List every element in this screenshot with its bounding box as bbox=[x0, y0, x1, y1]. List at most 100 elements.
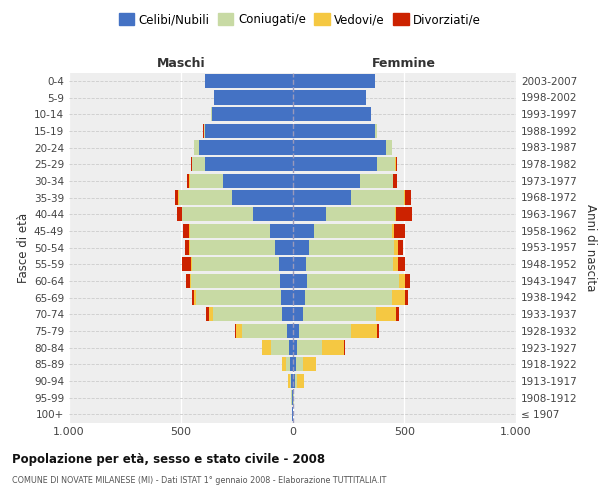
Bar bbox=[386, 140, 392, 154]
Bar bbox=[214, 90, 293, 104]
Bar bbox=[280, 274, 293, 288]
Bar bbox=[191, 257, 192, 271]
Bar bbox=[283, 357, 286, 371]
Bar bbox=[293, 157, 377, 171]
Bar bbox=[307, 274, 398, 288]
Bar bbox=[392, 290, 406, 304]
Bar bbox=[290, 374, 292, 388]
Bar bbox=[377, 157, 395, 171]
Bar bbox=[326, 207, 395, 221]
Bar bbox=[293, 324, 299, 338]
Bar bbox=[213, 307, 283, 322]
Text: Maschi: Maschi bbox=[157, 57, 205, 70]
Bar bbox=[376, 307, 397, 322]
Bar bbox=[406, 274, 410, 288]
Bar bbox=[191, 157, 192, 171]
Bar bbox=[293, 74, 375, 88]
Bar bbox=[293, 224, 314, 238]
Bar bbox=[293, 340, 297, 354]
Bar bbox=[187, 174, 190, 188]
Bar bbox=[306, 257, 393, 271]
Bar bbox=[393, 174, 397, 188]
Bar bbox=[192, 290, 194, 304]
Bar bbox=[223, 174, 293, 188]
Bar bbox=[262, 340, 271, 354]
Bar bbox=[293, 90, 366, 104]
Bar bbox=[190, 240, 275, 254]
Bar bbox=[302, 357, 316, 371]
Bar bbox=[398, 240, 403, 254]
Bar bbox=[404, 190, 412, 204]
Bar bbox=[392, 224, 394, 238]
Bar bbox=[175, 190, 178, 204]
Bar bbox=[398, 257, 406, 271]
Bar bbox=[194, 140, 199, 154]
Bar bbox=[190, 174, 223, 188]
Bar bbox=[394, 240, 398, 254]
Text: Femmine: Femmine bbox=[372, 57, 436, 70]
Bar bbox=[209, 307, 213, 322]
Bar bbox=[395, 207, 397, 221]
Bar bbox=[287, 324, 293, 338]
Legend: Celibi/Nubili, Coniugati/e, Vedovi/e, Divorziati/e: Celibi/Nubili, Coniugati/e, Vedovi/e, Di… bbox=[114, 8, 486, 31]
Bar bbox=[212, 107, 293, 121]
Bar bbox=[283, 307, 293, 322]
Bar bbox=[293, 357, 296, 371]
Bar bbox=[211, 107, 212, 121]
Bar bbox=[235, 324, 236, 338]
Bar bbox=[185, 240, 189, 254]
Bar bbox=[270, 224, 293, 238]
Bar bbox=[199, 140, 293, 154]
Bar bbox=[271, 340, 289, 354]
Bar bbox=[293, 390, 294, 404]
Bar bbox=[192, 157, 205, 171]
Bar bbox=[236, 324, 242, 338]
Bar bbox=[293, 290, 305, 304]
Bar bbox=[182, 207, 253, 221]
Bar bbox=[203, 124, 205, 138]
Bar bbox=[350, 324, 377, 338]
Bar bbox=[293, 107, 371, 121]
Bar bbox=[190, 224, 270, 238]
Bar bbox=[191, 274, 280, 288]
Bar bbox=[293, 174, 359, 188]
Bar bbox=[205, 124, 293, 138]
Bar bbox=[293, 140, 386, 154]
Bar bbox=[292, 390, 293, 404]
Bar bbox=[289, 340, 293, 354]
Y-axis label: Anni di nascita: Anni di nascita bbox=[584, 204, 597, 291]
Bar bbox=[293, 124, 375, 138]
Bar bbox=[397, 207, 412, 221]
Bar bbox=[293, 190, 350, 204]
Bar bbox=[232, 190, 293, 204]
Bar bbox=[242, 324, 287, 338]
Bar bbox=[297, 340, 322, 354]
Y-axis label: Fasce di età: Fasce di età bbox=[17, 212, 30, 282]
Bar bbox=[395, 157, 397, 171]
Bar bbox=[192, 257, 279, 271]
Bar bbox=[309, 240, 394, 254]
Bar bbox=[394, 224, 406, 238]
Bar bbox=[205, 74, 293, 88]
Bar bbox=[293, 307, 302, 322]
Bar bbox=[194, 290, 196, 304]
Bar bbox=[289, 374, 290, 388]
Bar bbox=[377, 324, 379, 338]
Bar bbox=[281, 290, 293, 304]
Bar bbox=[293, 207, 326, 221]
Bar bbox=[286, 357, 290, 371]
Bar bbox=[322, 340, 344, 354]
Bar bbox=[279, 257, 293, 271]
Bar bbox=[296, 357, 302, 371]
Bar bbox=[297, 374, 304, 388]
Bar bbox=[179, 190, 232, 204]
Bar bbox=[290, 357, 293, 371]
Bar bbox=[190, 274, 191, 288]
Bar bbox=[293, 374, 295, 388]
Bar bbox=[359, 174, 393, 188]
Text: Popolazione per età, sesso e stato civile - 2008: Popolazione per età, sesso e stato civil… bbox=[12, 452, 325, 466]
Bar bbox=[393, 257, 398, 271]
Bar bbox=[205, 157, 293, 171]
Bar bbox=[275, 240, 293, 254]
Bar bbox=[406, 290, 407, 304]
